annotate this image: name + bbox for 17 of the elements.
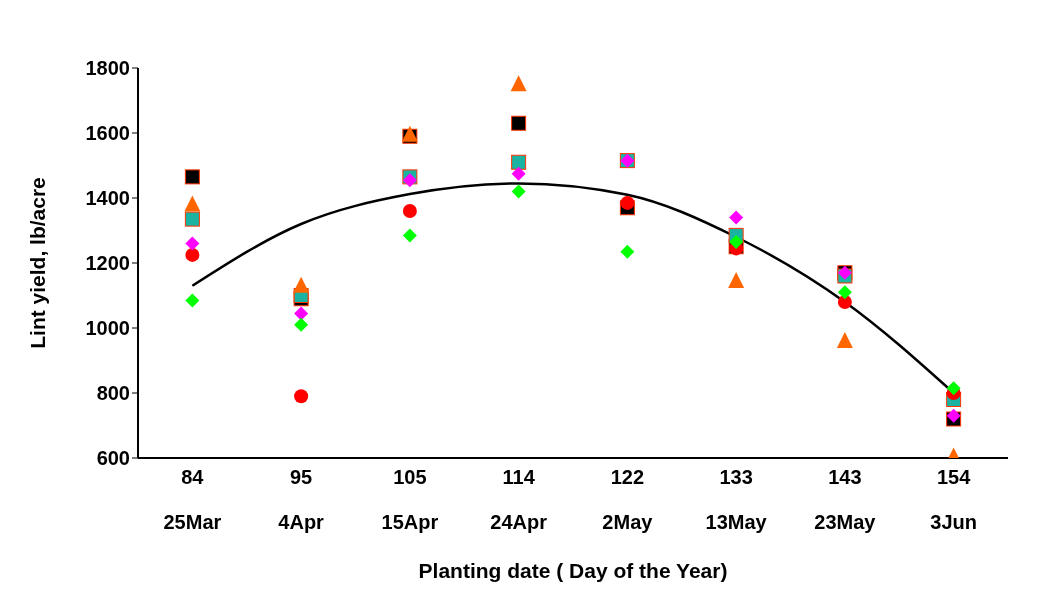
y-tick-label: 1200 <box>85 252 130 275</box>
x-tick-label: 114 24Apr <box>490 466 548 533</box>
y-tick-label: 600 <box>96 447 130 470</box>
y-tick-label: 1000 <box>85 317 130 340</box>
y-tick-label: 1400 <box>85 187 130 210</box>
x-tick-label: 105 15Apr <box>381 466 439 533</box>
x-tick-label: 133 13May <box>705 466 768 533</box>
x-tick-label: 154 3Jun <box>930 466 977 533</box>
y-axis-title: Lint yield, lb/acre <box>26 177 50 349</box>
y-tick-label: 1600 <box>85 122 130 145</box>
x-tick-label: 95 4Apr <box>278 466 325 533</box>
x-axis-title: Planting date ( Day of the Year) <box>418 559 728 582</box>
x-tick-label: 122 2May <box>602 466 654 533</box>
x-tick-label: 143 23May <box>814 466 877 533</box>
y-tick-label: 1800 <box>85 57 130 80</box>
y-tick-label: 800 <box>96 382 130 405</box>
x-tick-label: 84 25Mar <box>163 466 222 533</box>
